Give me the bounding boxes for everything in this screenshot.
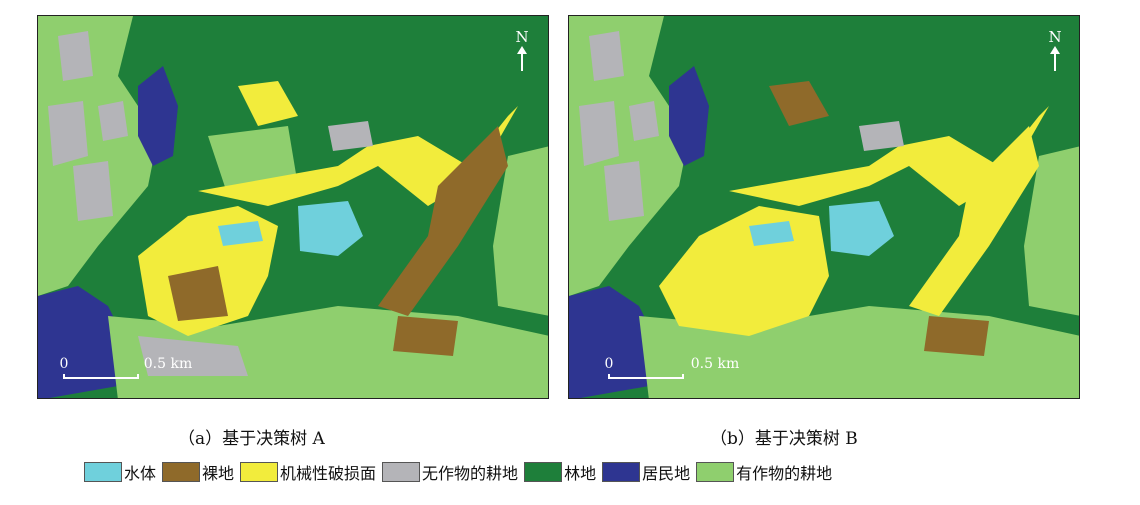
- legend-label-fallow-cropland: 无作物的耕地: [422, 464, 519, 483]
- north-arrowhead-icon: [1050, 46, 1060, 54]
- north-label: N: [1048, 28, 1061, 46]
- north-label: N: [515, 28, 528, 46]
- legend-item-water: 水体: [84, 460, 156, 484]
- legend-label-bare-land: 裸地: [202, 464, 235, 483]
- legend-item-cropland: 有作物的耕地: [696, 460, 832, 484]
- legend-swatch-cropland: [696, 462, 735, 482]
- legend-swatch-damage-surface: [240, 462, 279, 482]
- legend-swatch-fallow-cropland: [382, 462, 421, 482]
- legend-swatch-bare-land: [162, 462, 201, 482]
- legend-label-damage-surface: 机械性破损面: [280, 464, 377, 483]
- land-cover-map-a: N 0 0.5 km: [38, 16, 548, 398]
- legend-swatch-water: [84, 462, 122, 482]
- legend-item-fallow-cropland: 无作物的耕地: [382, 460, 518, 484]
- scale-zero: 0: [605, 356, 614, 372]
- legend-label-forest: 林地: [564, 464, 597, 483]
- legend-swatch-residential: [602, 462, 641, 482]
- scale-bar: [63, 374, 139, 379]
- legend: 水体 裸地 机械性破损面 无作物的耕地 林地 居民地 有作物的耕地: [84, 460, 838, 484]
- map-panel-b: N 0 0.5 km: [568, 15, 1080, 399]
- caption-panel-a: （a）基于决策树 A: [178, 429, 325, 449]
- legend-swatch-forest: [524, 462, 563, 482]
- scale-label: 0.5 km: [691, 356, 739, 372]
- scale-bar: [608, 374, 684, 379]
- legend-label-residential: 居民地: [642, 464, 691, 483]
- caption-panel-b: （b）基于决策树 B: [710, 429, 858, 449]
- legend-label-water: 水体: [124, 464, 157, 483]
- legend-item-residential: 居民地: [602, 460, 690, 484]
- north-arrowhead-icon: [517, 46, 527, 54]
- land-cover-map-b: N 0 0.5 km: [569, 16, 1079, 398]
- legend-item-forest: 林地: [524, 460, 596, 484]
- scale-zero: 0: [60, 356, 69, 372]
- scale-label: 0.5 km: [144, 356, 192, 372]
- legend-item-damage-surface: 机械性破损面: [240, 460, 376, 484]
- legend-item-bare-land: 裸地: [162, 460, 234, 484]
- legend-label-cropland: 有作物的耕地: [736, 464, 833, 483]
- map-panel-a: N 0 0.5 km: [37, 15, 549, 399]
